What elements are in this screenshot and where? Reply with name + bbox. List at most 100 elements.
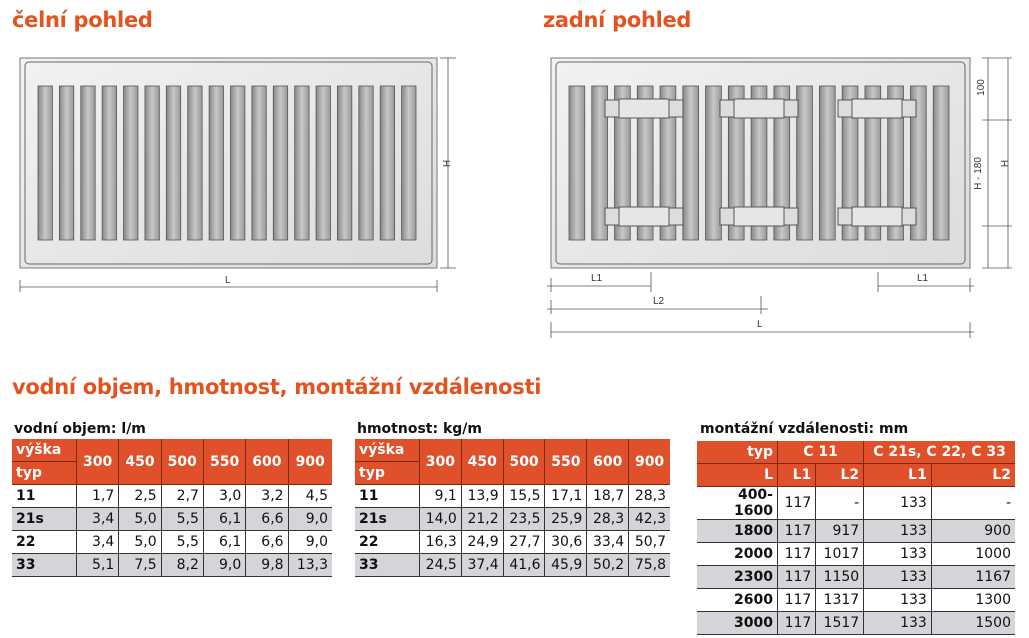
value-cell: 41,6: [503, 553, 546, 577]
corner-cell: výška typ: [12, 439, 77, 485]
height-label: výška: [12, 439, 76, 462]
column-header: 900: [628, 439, 670, 485]
value-cell: 28,3: [586, 507, 630, 531]
table-row: 2300 117 1150 133 1167: [697, 565, 1015, 589]
type-label: typ: [16, 465, 42, 481]
rear-fin: [659, 85, 677, 241]
value-cell: 5,0: [118, 530, 162, 554]
table-row: 33 5,1 7,5 8,2 9,0 9,8 13,3: [12, 553, 332, 577]
value-cell: 15,5: [503, 484, 546, 508]
length-cell: 400-1600: [697, 486, 778, 520]
column-header: 300: [419, 439, 462, 485]
sub-column-header: L1: [777, 463, 817, 487]
table-row: 2600 117 1317 133 1300: [697, 588, 1015, 612]
value-cell: 6,6: [245, 507, 289, 531]
value-cell: 1300: [931, 588, 1015, 612]
value-cell: 117: [777, 519, 817, 543]
rear-dim-h180: H - 180: [972, 157, 984, 190]
value-cell: 16,3: [419, 530, 462, 554]
value-cell: 3,0: [203, 484, 247, 508]
mounting-bracket-plate: [733, 206, 785, 227]
value-cell: 24,5: [419, 553, 462, 577]
value-cell: 917: [815, 519, 865, 543]
value-cell: 2,7: [161, 484, 204, 508]
column-header: 550: [544, 439, 588, 485]
mounting-caption: montážní vzdálenosti: mm: [700, 421, 909, 437]
value-cell: 13,3: [288, 553, 332, 577]
value-cell: 117: [777, 542, 817, 566]
value-cell: 3,2: [245, 484, 289, 508]
value-cell: 133: [863, 611, 932, 635]
type-cell: 11: [355, 484, 420, 508]
value-cell: 45,9: [544, 553, 588, 577]
rear-fin: [705, 85, 722, 241]
sub-column-header: L2: [815, 463, 865, 487]
value-cell: 23,5: [503, 507, 546, 531]
type-label: typ: [359, 465, 385, 481]
section-title: vodní objem, hmotnost, montážní vzdáleno…: [12, 375, 542, 399]
value-cell: 1,7: [76, 484, 120, 508]
value-cell: 9,0: [203, 553, 247, 577]
table-row: 21s 3,4 5,0 5,5 6,1 6,6 9,0: [12, 507, 332, 531]
value-cell: 117: [777, 611, 817, 635]
corner-cell: výška typ: [355, 439, 420, 485]
value-cell: 9,1: [419, 484, 462, 508]
value-cell: 117: [777, 588, 817, 612]
water-caption: vodní objem: l/m: [14, 421, 146, 437]
rear-dim-100: 100: [975, 79, 987, 96]
type-cell: 22: [12, 530, 77, 554]
type-cell: 33: [355, 553, 420, 577]
l-header: L: [697, 463, 778, 487]
value-cell: 28,3: [628, 484, 670, 508]
type-cell: 21s: [355, 507, 420, 531]
column-header: 500: [503, 439, 546, 485]
value-cell: 1000: [931, 542, 1015, 566]
table-row: 33 24,5 37,4 41,6 45,9 50,2 75,8: [355, 553, 670, 577]
type-cell: 21s: [12, 507, 77, 531]
front-fin: [58, 85, 75, 241]
rear-fin: [910, 85, 927, 241]
value-cell: 75,8: [628, 553, 670, 577]
rear-fin: [727, 85, 745, 241]
value-cell: 1167: [931, 565, 1015, 589]
type-cell: 33: [12, 553, 77, 577]
rear-dim-l1: L1: [591, 273, 603, 284]
length-cell: 2000: [697, 542, 778, 566]
value-cell: 117: [777, 486, 817, 520]
value-cell: 1150: [815, 565, 865, 589]
value-cell: 133: [863, 542, 932, 566]
value-cell: -: [815, 486, 865, 520]
column-header: 450: [461, 439, 504, 485]
front-fin: [230, 85, 246, 241]
table-row: 21s 14,0 21,2 23,5 25,9 28,3 42,3: [355, 507, 670, 531]
sub-column-header: L2: [931, 463, 1015, 487]
value-cell: 900: [931, 519, 1015, 543]
type-cell: 22: [355, 530, 420, 554]
value-cell: 3,4: [76, 530, 120, 554]
rear-fin: [887, 85, 904, 241]
value-cell: 37,4: [461, 553, 504, 577]
rear-view-title: zadní pohled: [543, 8, 692, 32]
value-cell: 27,7: [503, 530, 546, 554]
header-row: výška typ 300 450 500 550 600 900: [355, 439, 670, 485]
rear-dim-l: L: [757, 319, 763, 330]
table-row: 1800 117 917 133 900: [697, 519, 1015, 543]
sub-column-header: L1: [863, 463, 932, 487]
length-cell: 3000: [697, 611, 778, 635]
value-cell: 6,1: [203, 507, 247, 531]
column-header: 450: [118, 439, 162, 485]
value-cell: 21,2: [461, 507, 504, 531]
value-cell: 8,2: [161, 553, 204, 577]
rear-fin: [750, 85, 768, 241]
mounting-bracket-plate: [618, 98, 670, 119]
value-cell: 42,3: [628, 507, 670, 531]
rear-inner-frame: [555, 61, 966, 265]
radiator-drawings: [19, 57, 1012, 338]
front-inner-frame: [24, 61, 433, 265]
front-fin: [187, 85, 203, 241]
mounting-table: typ C 11 C 21s, C 22, C 33 L L1 L2 L1 L2 400-160…: [697, 441, 1015, 635]
front-fin: [315, 85, 331, 241]
header-row: typ C 11 C 21s, C 22, C 33: [697, 441, 1015, 464]
rear-fin: [614, 85, 631, 241]
table-row: 3000 117 1517 133 1500: [697, 611, 1015, 635]
